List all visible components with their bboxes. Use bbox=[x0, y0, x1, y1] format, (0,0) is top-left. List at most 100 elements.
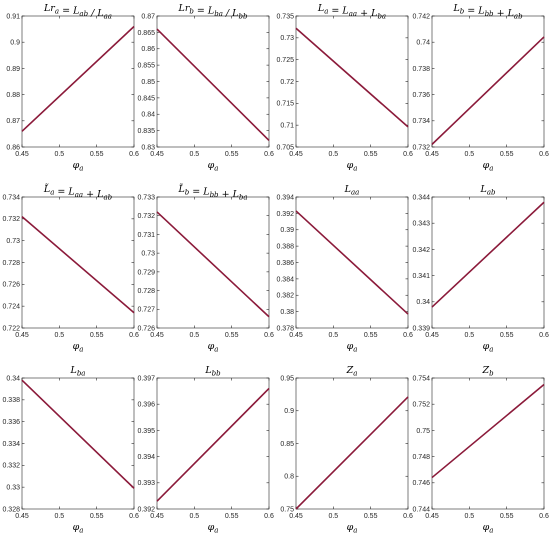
y-tick-label: 0.726 bbox=[2, 282, 20, 289]
x-axis-label: φa bbox=[483, 160, 494, 173]
y-tick-label: 0.73 bbox=[6, 238, 20, 245]
x-tick-label: 0.6 bbox=[539, 151, 549, 158]
y-tick-label: 0.392 bbox=[276, 211, 294, 218]
subplot-6: 0.45 0.5 0.55 0.6 0.726 0.727 0.728 0.729 0.73 0.… bbox=[137, 183, 274, 353]
y-tick-label: 0.39 bbox=[280, 227, 294, 234]
y-tick-label: 0.396 bbox=[137, 402, 155, 409]
x-axis-label: φa bbox=[73, 160, 84, 173]
y-tick-label: 0.394 bbox=[137, 454, 155, 461]
subplot-title: Lab bbox=[480, 184, 496, 197]
subplot-title: Lra = Lab / Laa bbox=[43, 3, 112, 21]
x-tick-label: 0.45 bbox=[15, 513, 29, 520]
y-tick-label: 0.729 bbox=[137, 269, 155, 276]
y-tick-label: 0.384 bbox=[276, 276, 294, 283]
y-tick-label: 0.728 bbox=[2, 260, 20, 267]
subplot-title: Za bbox=[346, 365, 358, 378]
subplot-3: 0.45 0.5 0.55 0.6 0.705 0.71 0.715 0.72 0.725 0.7… bbox=[276, 3, 413, 173]
y-tick-label: 0.344 bbox=[412, 194, 430, 201]
x-tick-label: 0.5 bbox=[54, 332, 64, 339]
x-tick-label: 0.45 bbox=[425, 332, 439, 339]
x-tick-label: 0.5 bbox=[189, 332, 199, 339]
y-tick-label: 0.332 bbox=[2, 463, 20, 470]
x-tick-label: 0.55 bbox=[225, 151, 239, 158]
y-tick-label: 0.83 bbox=[141, 144, 155, 151]
y-tick-label: 0.752 bbox=[412, 402, 430, 409]
x-axis-label: φa bbox=[347, 341, 358, 354]
y-tick-label: 0.736 bbox=[412, 92, 430, 99]
y-tick-label: 0.75 bbox=[280, 506, 294, 513]
y-tick-label: 0.727 bbox=[137, 307, 155, 314]
subplot-title: L̃b = Lbb + Lba bbox=[177, 183, 247, 201]
y-tick-label: 0.95 bbox=[280, 375, 294, 382]
y-tick-label: 0.393 bbox=[137, 480, 155, 487]
y-tick-label: 0.732 bbox=[137, 213, 155, 220]
y-tick-label: 0.382 bbox=[276, 293, 294, 300]
x-tick-label: 0.5 bbox=[328, 332, 338, 339]
y-tick-label: 0.378 bbox=[276, 325, 294, 332]
axes-box bbox=[21, 377, 135, 510]
y-tick-label: 0.336 bbox=[2, 419, 20, 426]
x-tick-label: 0.6 bbox=[129, 513, 139, 520]
x-tick-label: 0.55 bbox=[225, 332, 239, 339]
subplot-9: 0.45 0.5 0.55 0.6 0.328 0.33 0.332 0.334 0.336 0.… bbox=[2, 365, 139, 535]
y-tick-label: 0.865 bbox=[137, 30, 155, 37]
y-tick-label: 0.339 bbox=[412, 325, 430, 332]
axes-box bbox=[156, 377, 270, 510]
x-tick-label: 0.6 bbox=[264, 332, 274, 339]
subplot-8: 0.45 0.5 0.55 0.6 0.339 0.34 0.341 0.342 0.343 0.… bbox=[412, 184, 549, 354]
y-tick-label: 0.705 bbox=[276, 144, 294, 151]
y-tick-label: 0.91 bbox=[6, 13, 20, 20]
axes-box bbox=[295, 15, 409, 148]
y-tick-label: 0.34 bbox=[6, 375, 20, 382]
y-tick-label: 0.72 bbox=[280, 79, 294, 86]
x-tick-label: 0.6 bbox=[403, 332, 413, 339]
x-tick-label: 0.6 bbox=[129, 332, 139, 339]
y-tick-label: 0.8 bbox=[284, 474, 294, 481]
series-line bbox=[431, 36, 545, 145]
x-tick-label: 0.55 bbox=[500, 332, 514, 339]
x-tick-label: 0.55 bbox=[500, 151, 514, 158]
x-tick-label: 0.45 bbox=[289, 332, 303, 339]
series-line bbox=[156, 28, 270, 142]
y-tick-label: 0.9 bbox=[284, 408, 294, 415]
y-tick-label: 0.392 bbox=[137, 506, 155, 513]
y-tick-label: 0.328 bbox=[2, 506, 20, 513]
y-tick-label: 0.74 bbox=[416, 40, 430, 47]
x-tick-label: 0.6 bbox=[539, 332, 549, 339]
y-tick-label: 0.715 bbox=[276, 101, 294, 108]
x-tick-label: 0.6 bbox=[403, 151, 413, 158]
subplot-2: 0.45 0.5 0.55 0.6 0.83 0.835 0.84 0.845 0.85 0.85… bbox=[137, 3, 274, 173]
y-tick-label: 0.84 bbox=[141, 112, 155, 119]
y-tick-label: 0.388 bbox=[276, 244, 294, 251]
x-tick-label: 0.45 bbox=[15, 151, 29, 158]
x-tick-label: 0.5 bbox=[464, 332, 474, 339]
x-tick-label: 0.45 bbox=[150, 332, 164, 339]
y-tick-label: 0.725 bbox=[276, 57, 294, 64]
subplot-11: 0.45 0.5 0.55 0.6 0.75 0.8 0.85 0.9 0.95 Za φa bbox=[280, 365, 413, 535]
y-tick-label: 0.34 bbox=[416, 299, 430, 306]
series-line bbox=[156, 387, 270, 502]
series-line bbox=[21, 25, 135, 132]
axes-box bbox=[21, 15, 135, 148]
y-tick-label: 0.394 bbox=[276, 194, 294, 201]
y-tick-label: 0.334 bbox=[2, 441, 20, 448]
axes-box bbox=[156, 196, 270, 329]
axes-box bbox=[21, 196, 135, 329]
y-tick-label: 0.38 bbox=[280, 309, 294, 316]
x-tick-label: 0.6 bbox=[129, 151, 139, 158]
y-tick-label: 0.724 bbox=[2, 304, 20, 311]
series-line bbox=[156, 211, 270, 318]
y-tick-label: 0.738 bbox=[412, 66, 430, 73]
y-tick-label: 0.722 bbox=[2, 325, 20, 332]
subplot-title: Lrb = Lba / Lbb bbox=[178, 3, 248, 21]
y-tick-label: 0.89 bbox=[6, 66, 20, 73]
y-tick-label: 0.742 bbox=[412, 13, 430, 20]
y-tick-label: 0.73 bbox=[280, 35, 294, 42]
x-tick-label: 0.6 bbox=[264, 513, 274, 520]
x-tick-label: 0.45 bbox=[150, 151, 164, 158]
y-tick-label: 0.71 bbox=[280, 123, 294, 130]
x-axis-label: φa bbox=[347, 522, 358, 535]
y-tick-label: 0.85 bbox=[280, 441, 294, 448]
y-tick-label: 0.87 bbox=[141, 13, 155, 20]
